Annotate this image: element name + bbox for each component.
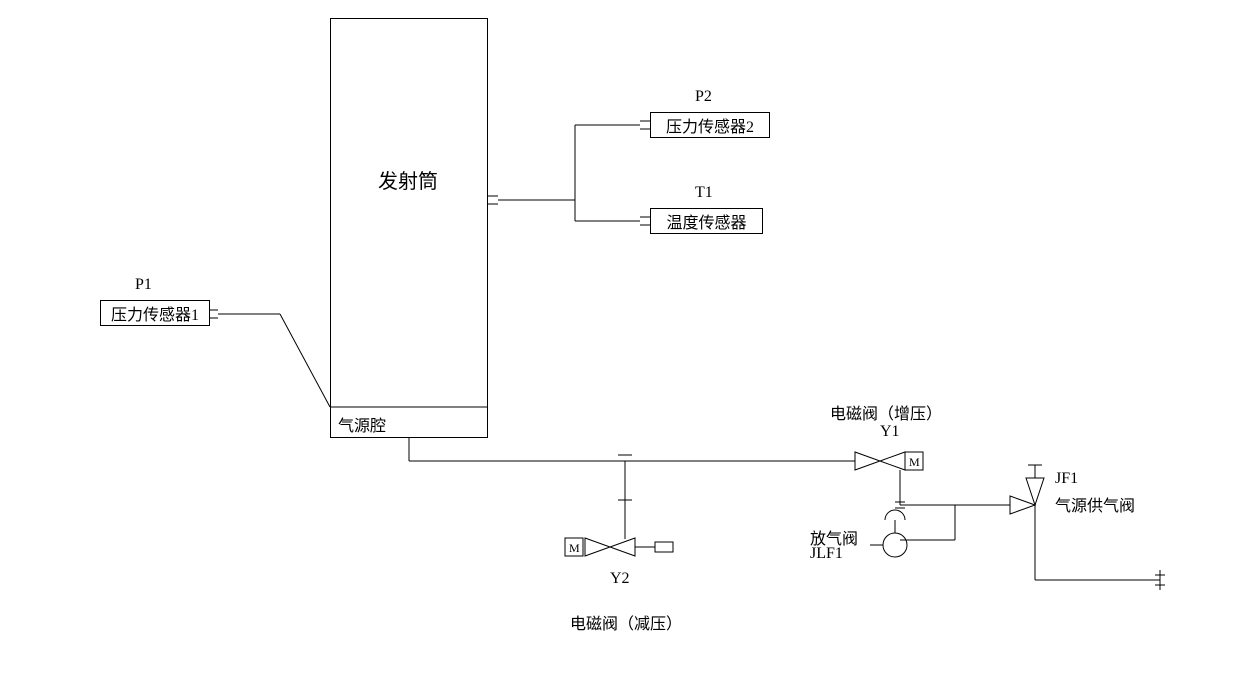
pressure-sensor-1-label: 压力传感器1 <box>111 301 199 325</box>
pressure-sensor-2: 压力传感器2 <box>650 112 770 138</box>
launch-tube <box>330 18 488 438</box>
y1-tag: Y1 <box>880 423 900 441</box>
pressure-sensor-2-label: 压力传感器2 <box>666 113 754 137</box>
solenoid-valve-y1: M <box>855 452 923 470</box>
main-pipe <box>409 438 855 461</box>
y2-tag: Y2 <box>610 570 630 588</box>
svg-text:M: M <box>569 541 580 555</box>
t1-tag: T1 <box>695 184 713 202</box>
y2-title: 电磁阀（减压） <box>570 610 682 634</box>
p1-tag: P1 <box>135 276 152 294</box>
solenoid-valve-y2: M <box>565 530 673 556</box>
jf1-out <box>1035 505 1165 590</box>
gas-supply-valve-jf1 <box>1010 465 1044 514</box>
p1-connector <box>210 310 330 407</box>
launch-tube-label: 发射筒 <box>378 165 438 194</box>
y1-title: 电磁阀（增压） <box>830 400 942 424</box>
t1-connector <box>575 217 650 225</box>
temperature-sensor: 温度传感器 <box>650 208 763 234</box>
svg-text:M: M <box>909 455 920 469</box>
p2-connector <box>488 121 650 221</box>
y1-to-jf1 <box>895 470 1010 508</box>
jf1-tag: JF1 <box>1055 470 1078 488</box>
pressure-sensor-1: 压力传感器1 <box>100 300 210 326</box>
gas-chamber-label: 气源腔 <box>338 412 386 436</box>
release-valve-jlf1 <box>870 505 955 557</box>
jf1-title: 气源供气阀 <box>1055 492 1135 516</box>
tee-to-y2 <box>618 455 632 530</box>
temperature-sensor-label: 温度传感器 <box>666 209 746 233</box>
jlf1-tag: JLF1 <box>810 545 843 563</box>
p2-tag: P2 <box>695 88 712 106</box>
